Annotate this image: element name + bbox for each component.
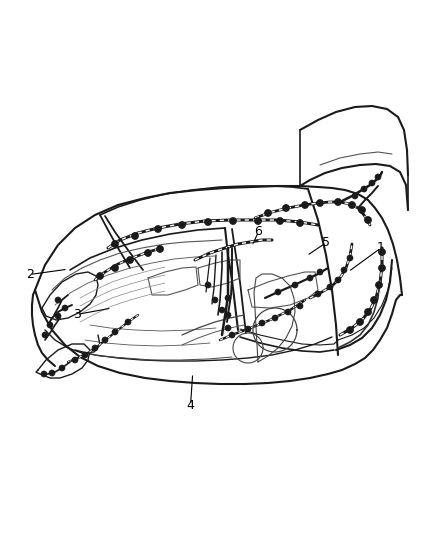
Circle shape: [127, 256, 134, 263]
Circle shape: [225, 295, 231, 301]
Circle shape: [156, 246, 163, 253]
Circle shape: [335, 198, 342, 206]
Circle shape: [259, 320, 265, 326]
Circle shape: [125, 319, 131, 325]
Circle shape: [55, 313, 61, 319]
Circle shape: [72, 357, 78, 363]
Circle shape: [102, 337, 108, 343]
Text: 3: 3: [73, 308, 81, 321]
Circle shape: [346, 327, 353, 334]
Circle shape: [155, 225, 162, 232]
Circle shape: [297, 303, 303, 309]
Circle shape: [219, 307, 225, 313]
Circle shape: [317, 269, 323, 275]
Circle shape: [361, 186, 367, 192]
Circle shape: [315, 291, 321, 297]
Circle shape: [145, 249, 152, 256]
Circle shape: [378, 264, 385, 271]
Circle shape: [49, 370, 55, 376]
Circle shape: [371, 296, 378, 303]
Circle shape: [131, 232, 138, 239]
Circle shape: [41, 371, 47, 377]
Circle shape: [212, 297, 218, 303]
Circle shape: [230, 217, 237, 224]
Circle shape: [307, 275, 313, 281]
Circle shape: [292, 282, 298, 288]
Circle shape: [225, 312, 231, 318]
Circle shape: [378, 248, 385, 255]
Circle shape: [265, 209, 272, 216]
Circle shape: [375, 281, 382, 288]
Circle shape: [347, 255, 353, 261]
Circle shape: [275, 289, 281, 295]
Text: 4: 4: [187, 399, 194, 411]
Circle shape: [112, 264, 119, 271]
Circle shape: [375, 174, 381, 180]
Circle shape: [55, 297, 61, 303]
Circle shape: [62, 305, 68, 311]
Circle shape: [42, 332, 48, 338]
Circle shape: [364, 309, 371, 316]
Circle shape: [297, 220, 304, 227]
Circle shape: [369, 180, 375, 186]
Text: 5: 5: [322, 236, 330, 249]
Circle shape: [272, 315, 278, 321]
Circle shape: [96, 272, 103, 279]
Circle shape: [47, 322, 53, 328]
Circle shape: [254, 217, 261, 224]
Circle shape: [205, 219, 212, 225]
Text: 1: 1: [377, 241, 385, 254]
Circle shape: [364, 216, 371, 223]
Circle shape: [317, 199, 324, 206]
Circle shape: [92, 345, 98, 351]
Circle shape: [245, 326, 251, 332]
Circle shape: [59, 365, 65, 371]
Circle shape: [352, 193, 358, 199]
Circle shape: [225, 325, 231, 331]
Text: 6: 6: [254, 225, 262, 238]
Circle shape: [285, 309, 291, 315]
Circle shape: [112, 240, 119, 247]
Circle shape: [327, 284, 333, 290]
Circle shape: [283, 205, 290, 212]
Circle shape: [357, 319, 364, 326]
Circle shape: [112, 329, 118, 335]
Circle shape: [229, 332, 235, 338]
Circle shape: [335, 277, 341, 283]
Circle shape: [82, 352, 88, 358]
Circle shape: [276, 217, 283, 224]
Circle shape: [205, 282, 211, 288]
Circle shape: [358, 206, 365, 214]
Circle shape: [179, 222, 186, 229]
Text: 2: 2: [26, 268, 34, 281]
Circle shape: [341, 267, 347, 273]
Circle shape: [301, 201, 308, 208]
Circle shape: [349, 201, 356, 208]
